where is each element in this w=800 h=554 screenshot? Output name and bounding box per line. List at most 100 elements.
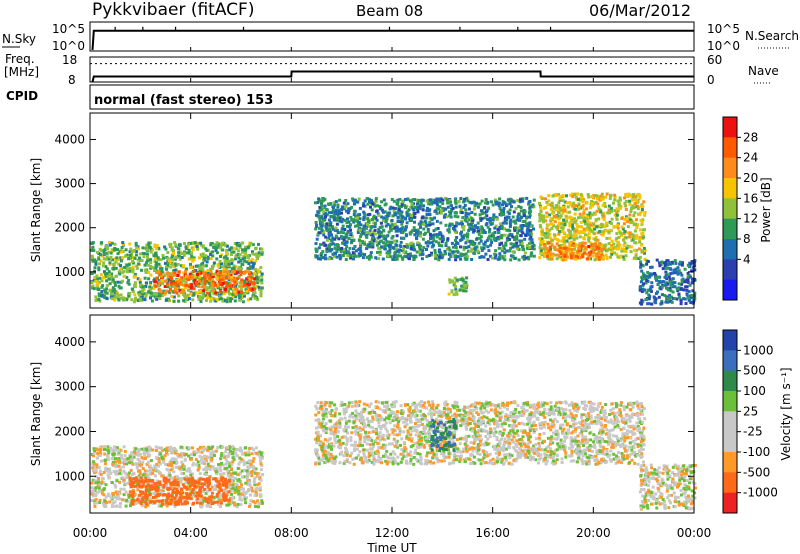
echo-cell [233, 242, 237, 245]
echo-cell [211, 275, 215, 278]
echo-cell [656, 282, 660, 286]
echo-cell [484, 252, 488, 256]
echo-cell [410, 215, 414, 219]
echo-cell [190, 251, 194, 255]
echo-cell [453, 214, 457, 218]
echo-cell [441, 198, 445, 202]
echo-cell [123, 462, 126, 466]
echo-cell [320, 208, 324, 212]
echo-cell [362, 216, 366, 220]
echo-cell [114, 460, 118, 464]
echo-cell [149, 266, 153, 270]
echo-cell [444, 207, 448, 211]
echo-cell [249, 265, 252, 269]
echo-cell [586, 257, 589, 261]
echo-cell [211, 465, 215, 469]
echo-cell [209, 454, 213, 457]
echo-cell [594, 254, 598, 258]
echo-cell [184, 247, 188, 251]
echo-cell [526, 226, 530, 230]
echo-cell [649, 285, 653, 289]
echo-cell [146, 256, 150, 260]
echo-cell [666, 259, 670, 263]
echo-cell [513, 226, 517, 230]
echo-cell [489, 200, 493, 204]
echo-cell [165, 483, 169, 487]
echo-cell [446, 237, 450, 241]
echo-cell [413, 229, 417, 232]
echo-cell [251, 489, 255, 493]
echo-cell [241, 452, 245, 456]
echo-cell [435, 219, 439, 223]
echo-cell [568, 210, 572, 214]
echo-cell [207, 281, 211, 285]
echo-cell [634, 254, 638, 258]
echo-cell [383, 210, 387, 214]
echo-cell [90, 271, 94, 275]
echo-cell [199, 500, 203, 504]
echo-cell [168, 242, 172, 246]
echo-cell [366, 222, 369, 226]
echo-cell [394, 207, 398, 210]
echo-cell [512, 210, 516, 214]
echo-cell [597, 206, 601, 209]
echo-cell [581, 253, 585, 257]
echo-cell [315, 250, 318, 253]
echo-cell [419, 225, 422, 229]
echo-cell [165, 265, 169, 269]
echo-cell [581, 204, 585, 208]
echo-cell [631, 233, 635, 237]
echo-cell [420, 257, 424, 261]
echo-cell [371, 245, 375, 249]
echo-cell [153, 252, 157, 256]
echo-cell [225, 248, 229, 252]
echo-cell [616, 244, 620, 248]
echo-cell [368, 212, 372, 216]
echo-cell [333, 237, 337, 241]
echo-cell [364, 217, 368, 221]
echo-cell [464, 252, 468, 256]
echo-cell [252, 457, 256, 461]
echo-cell [413, 212, 417, 215]
echo-cell [670, 280, 674, 284]
echo-cell [141, 288, 145, 291]
echo-cell [191, 446, 194, 450]
echo-cell [601, 233, 605, 237]
echo-cell [403, 228, 407, 232]
echo-cell [193, 241, 197, 245]
echo-cell [553, 253, 557, 257]
echo-cell [104, 265, 108, 269]
echo-cell [187, 446, 191, 450]
echo-cell [531, 241, 535, 245]
echo-cell [140, 294, 144, 298]
echo-cell [158, 297, 162, 301]
echo-cell [219, 243, 223, 247]
echo-cell [230, 474, 234, 478]
echo-cell [335, 222, 339, 226]
echo-cell [235, 241, 239, 245]
echo-cell [220, 291, 224, 295]
echo-cell [434, 209, 437, 213]
echo-cell [372, 239, 376, 243]
echo-cell [427, 254, 431, 257]
echo-cell [663, 263, 667, 267]
echo-cell [544, 219, 548, 223]
echo-cell [516, 226, 520, 230]
echo-cell [104, 290, 107, 294]
echo-cell [175, 449, 179, 453]
echo-cell [415, 237, 419, 241]
echo-cell [512, 200, 516, 204]
echo-cell [584, 207, 588, 211]
echo-cell [519, 209, 523, 213]
cpid-panel: CPID normal (fast stereo) 153 [6, 84, 695, 110]
echo-cell [138, 459, 141, 463]
echo-cell [166, 278, 170, 282]
echo-cell [471, 225, 474, 229]
echo-cell [419, 220, 423, 224]
echo-cell [354, 214, 357, 218]
echo-cell [102, 257, 106, 261]
echo-cell [194, 284, 198, 288]
echo-cell [206, 286, 210, 290]
echo-cell [598, 257, 601, 261]
